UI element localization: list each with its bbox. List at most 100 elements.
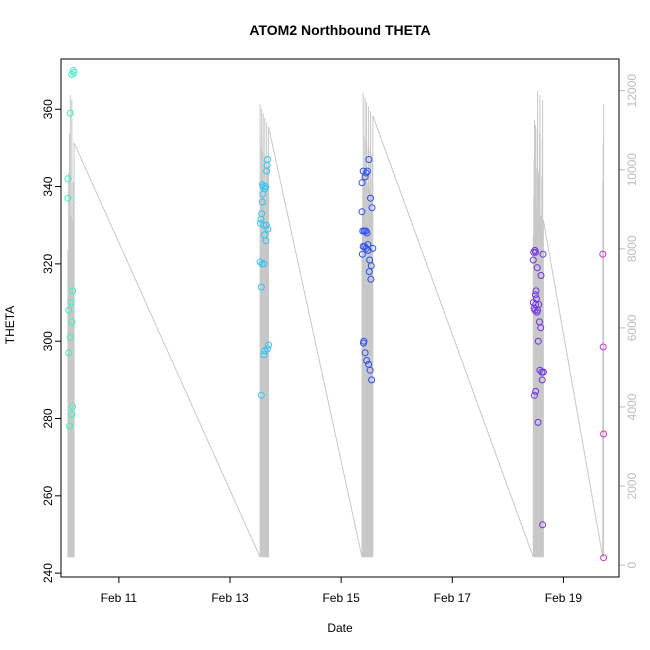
data-point <box>66 422 73 430</box>
cumulative-trace <box>67 90 605 558</box>
x-tick-label: Feb 17 <box>434 591 472 605</box>
data-point <box>529 256 537 264</box>
data-point <box>363 229 371 237</box>
data-point <box>534 418 542 426</box>
data-point <box>68 318 76 326</box>
scatter-points <box>64 67 608 562</box>
data-point <box>262 221 270 229</box>
data-point <box>257 391 265 399</box>
data-point <box>368 204 376 212</box>
data-point <box>360 337 368 345</box>
data-point <box>531 291 539 299</box>
data-point <box>362 244 370 252</box>
data-point <box>539 521 547 529</box>
trace-line <box>67 90 605 558</box>
data-point <box>70 69 78 76</box>
x-tick-label: Feb 19 <box>545 591 583 605</box>
y2-tick-label: 0 <box>625 561 639 568</box>
data-point <box>367 194 374 202</box>
y2-tick-label: 8000 <box>625 235 639 262</box>
data-point <box>361 173 369 181</box>
data-point <box>600 430 608 438</box>
data-point <box>600 554 608 562</box>
data-point <box>361 349 369 357</box>
data-point <box>265 341 273 349</box>
y2-tick-label: 2000 <box>625 472 639 499</box>
data-point <box>64 175 72 183</box>
data-point <box>65 306 73 314</box>
data-point <box>532 387 540 395</box>
data-point <box>64 194 72 202</box>
data-point <box>368 376 376 384</box>
data-point <box>66 333 74 341</box>
x-tick-label: Feb 15 <box>322 591 360 605</box>
data-point <box>599 250 607 258</box>
y-axis-label: THETA <box>3 306 17 344</box>
x-tick-label: Feb 13 <box>211 591 249 605</box>
data-point <box>67 299 75 306</box>
data-point <box>262 237 270 245</box>
data-point <box>257 283 265 291</box>
data-point <box>537 324 545 332</box>
data-point <box>358 250 366 258</box>
data-point <box>367 262 375 270</box>
data-point <box>68 71 76 78</box>
data-point <box>260 351 268 359</box>
data-point <box>259 183 267 191</box>
data-point <box>364 246 372 254</box>
data-point <box>367 275 375 283</box>
y2-tick-label: 10000 <box>625 153 639 187</box>
data-point <box>535 301 543 308</box>
y-tick-label: 320 <box>41 254 55 274</box>
data-point <box>256 258 264 266</box>
data-point <box>369 244 377 252</box>
data-point <box>358 208 366 216</box>
y-tick-label: 240 <box>41 563 55 583</box>
y-tick-label: 280 <box>41 408 55 428</box>
y2-tick-label: 4000 <box>625 393 639 420</box>
data-point <box>539 250 547 258</box>
data-point <box>363 167 371 175</box>
data-point <box>260 260 268 268</box>
data-point <box>358 179 366 187</box>
data-point <box>65 349 73 357</box>
data-point <box>599 343 607 351</box>
data-point <box>69 403 77 411</box>
data-point <box>537 272 545 279</box>
data-point <box>68 411 76 419</box>
chart-title: ATOM2 Northbound THETA <box>249 22 430 38</box>
data-point <box>363 357 371 364</box>
data-point <box>258 260 266 268</box>
data-point <box>258 198 266 206</box>
x-tick-label: Feb 11 <box>101 591 138 605</box>
x-axis-label: Date <box>327 621 353 635</box>
y-tick-label: 260 <box>41 485 55 505</box>
y-tick-label: 360 <box>41 99 55 119</box>
data-point <box>264 345 271 353</box>
y-tick-label: 300 <box>41 331 55 351</box>
plot-frame <box>60 58 620 578</box>
data-point <box>533 264 541 272</box>
data-point <box>534 337 542 345</box>
data-point <box>69 287 77 295</box>
data-point <box>532 295 540 303</box>
data-point <box>262 183 269 191</box>
data-point <box>264 156 271 163</box>
y2-tick-label: 6000 <box>625 314 639 341</box>
data-point <box>530 248 538 256</box>
data-point <box>264 225 272 233</box>
data-point <box>532 248 540 256</box>
data-point <box>536 366 544 374</box>
data-point <box>366 366 374 374</box>
data-point <box>532 287 540 295</box>
data-point <box>538 376 546 384</box>
data-point <box>260 221 268 229</box>
data-point <box>365 156 373 163</box>
data-point <box>258 210 266 218</box>
data-point <box>539 368 547 376</box>
data-point <box>531 391 538 399</box>
y2-tick-label: 12000 <box>625 74 639 108</box>
data-point <box>362 169 370 177</box>
